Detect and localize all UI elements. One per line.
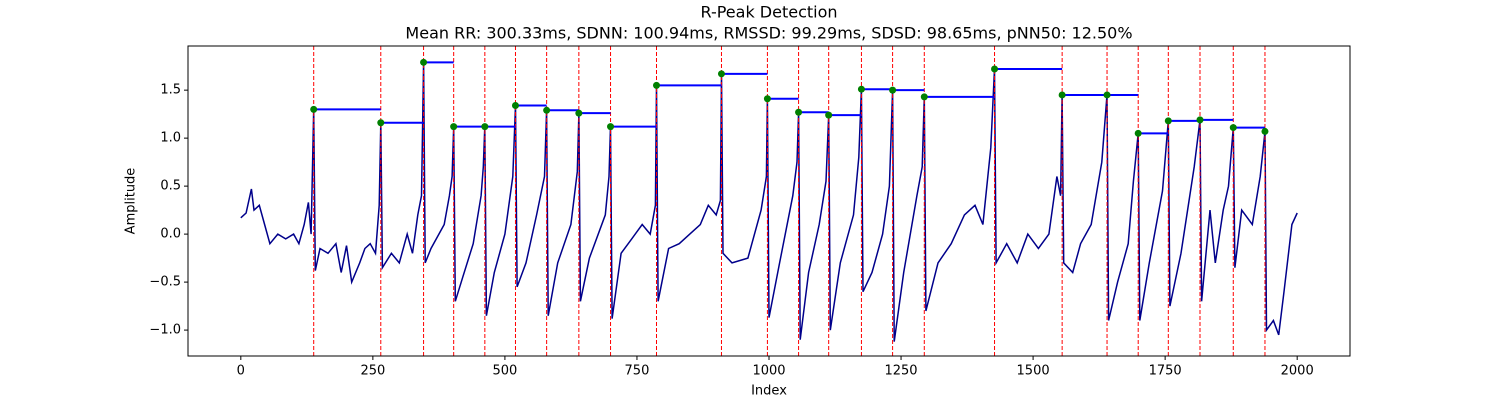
x-tick-label: 750 (625, 364, 650, 379)
plot-frame (187, 45, 1351, 357)
peak-point (543, 106, 551, 114)
x-tick-label: 1750 (1149, 364, 1182, 379)
peak-point (991, 65, 999, 73)
peak-point (1058, 91, 1066, 99)
peak-point (420, 58, 428, 66)
chart-title: R-Peak Detection (700, 3, 837, 22)
peak-point (795, 108, 803, 116)
y-axis-label: Amplitude (124, 168, 139, 235)
peak-point (920, 93, 928, 101)
peak-point (1134, 129, 1142, 137)
chart-subtitle: Mean RR: 300.33ms, SDNN: 100.94ms, RMSSD… (405, 24, 1132, 43)
y-tick-label: −1.0 (149, 323, 181, 338)
x-tick-label: 500 (492, 364, 517, 379)
y-tick-label: 0.5 (160, 179, 181, 194)
peak-point (377, 119, 385, 127)
peak-point (889, 86, 897, 94)
peak-point (511, 102, 519, 110)
peak-point (310, 105, 318, 113)
peak-point (481, 123, 489, 131)
y-tick-label: −0.5 (149, 275, 181, 290)
x-tick-label: 250 (360, 364, 385, 379)
peak-point (857, 85, 865, 93)
peak-point (717, 70, 725, 78)
peak-point (1103, 91, 1111, 99)
x-tick-label: 1500 (1017, 364, 1050, 379)
x-tick-label: 0 (237, 364, 245, 379)
peak-point (1261, 127, 1269, 135)
y-tick-label: 1.5 (160, 83, 181, 98)
peak-point (652, 81, 660, 89)
peak-point (1229, 124, 1237, 132)
y-tick-label: 1.0 (160, 131, 181, 146)
peak-point (825, 111, 833, 119)
peak-point (1196, 116, 1204, 124)
peak-point (1164, 117, 1172, 125)
x-tick-label: 2000 (1281, 364, 1314, 379)
peak-point (607, 123, 615, 131)
x-tick-label: 1250 (884, 364, 917, 379)
x-tick-label: 1000 (752, 364, 785, 379)
y-tick-label: 0.0 (160, 227, 181, 242)
peak-point (450, 123, 458, 131)
peak-point (763, 95, 771, 103)
x-axis-label: Index (751, 384, 787, 399)
peak-point (575, 109, 583, 117)
